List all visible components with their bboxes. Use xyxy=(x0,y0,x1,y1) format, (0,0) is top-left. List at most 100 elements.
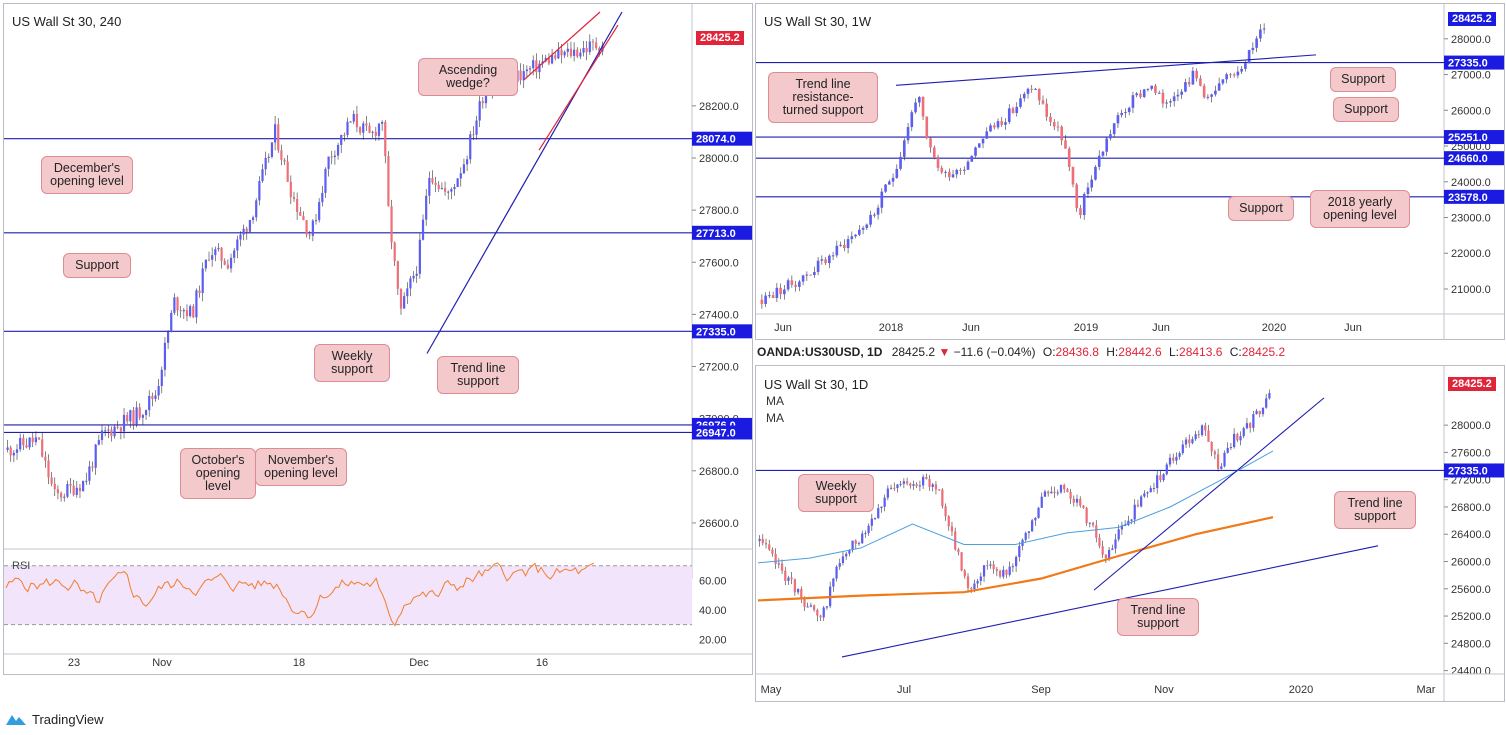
h4-candle-114 xyxy=(365,123,368,126)
d1-candle-73 xyxy=(992,564,995,570)
w1-level-label-0: 27335.0 xyxy=(1448,58,1488,70)
w1-candle-107 xyxy=(1161,92,1165,104)
d1-candle-30 xyxy=(854,540,857,544)
w1-candle-25 xyxy=(854,234,857,237)
h4-candle-4 xyxy=(19,437,22,450)
h4-candle-140 xyxy=(447,191,450,193)
d1-candle-145 xyxy=(1223,452,1226,467)
d1-candle-138 xyxy=(1200,425,1204,436)
w1-ytick-label-0: 21000.0 xyxy=(1451,284,1491,296)
w1-candle-3 xyxy=(771,295,775,299)
h4-candle-138 xyxy=(440,188,444,190)
h4-candle-178 xyxy=(566,48,569,52)
w1-candle-126 xyxy=(1232,74,1236,76)
chart-panel-h4[interactable]: 26600.026800.027000.027200.027400.027600… xyxy=(3,3,753,675)
w1-candle-133 xyxy=(1259,29,1262,39)
h4-candle-136 xyxy=(434,182,437,185)
d1-candle-59 xyxy=(947,516,950,527)
d1-candle-33 xyxy=(864,533,867,535)
h4-candle-35 xyxy=(116,426,119,428)
d1-candle-23 xyxy=(832,578,835,587)
h4-candle-40 xyxy=(132,410,135,425)
w1-candle-67 xyxy=(1011,108,1015,113)
d1-candle-126 xyxy=(1162,474,1165,481)
d1-chart-canvas[interactable]: 24400.0 24800.0 25200.0 25600.0 26000.0 26400… xyxy=(756,366,1504,701)
d1-candle-143 xyxy=(1216,454,1220,469)
d1-candle-51 xyxy=(921,476,925,486)
d1-candle-11 xyxy=(793,579,796,593)
d1-candle-158 xyxy=(1265,398,1268,408)
h4-candle-115 xyxy=(368,125,371,133)
h4-candle-31 xyxy=(104,430,107,432)
callout-october-opening: October's opening level xyxy=(180,448,256,499)
w1-candle-68 xyxy=(1015,106,1019,113)
h4-candle-144 xyxy=(459,173,462,179)
d1-candle-130 xyxy=(1175,456,1178,461)
h4-candle-134 xyxy=(428,178,431,196)
h4-candle-27 xyxy=(91,466,94,468)
d1-candle-90 xyxy=(1047,491,1050,494)
w1-candle-66 xyxy=(1007,108,1011,123)
h4-candle-145 xyxy=(462,164,466,174)
w1-candle-111 xyxy=(1176,94,1180,97)
w1-candle-45 xyxy=(929,138,932,148)
w1-candle-69 xyxy=(1019,98,1022,107)
d1-candle-56 xyxy=(938,489,941,491)
w1-chart-canvas[interactable]: 21000.022000.023000.024000.025000.026000… xyxy=(756,4,1504,339)
d1-candle-148 xyxy=(1233,433,1236,448)
w1-candle-119 xyxy=(1206,96,1210,98)
h4-candle-97 xyxy=(311,220,314,236)
d1-candle-142 xyxy=(1213,451,1217,455)
d1-candle-52 xyxy=(925,476,928,480)
h4-candle-8 xyxy=(31,437,34,443)
w1-candle-108 xyxy=(1165,102,1168,104)
w1-candle-50 xyxy=(947,171,951,178)
w1-candle-0 xyxy=(760,299,764,304)
w1-candle-94 xyxy=(1112,123,1116,135)
d1-candle-108 xyxy=(1104,554,1108,559)
d1-candle-64 xyxy=(963,570,966,577)
h4-candle-80 xyxy=(258,181,261,201)
chart-panel-w1[interactable]: 21000.0 22000.0 23000.0 24000.0 25000.0 26000… xyxy=(755,3,1505,340)
chart-panel-d1[interactable]: 24400.0 24800.0 25200.0 25600.0 26000.0 26400… xyxy=(755,365,1505,702)
h4-candle-173 xyxy=(550,55,554,64)
h4-candle-68 xyxy=(220,247,223,261)
h4-candle-121 xyxy=(387,156,390,207)
d1-candle-129 xyxy=(1172,457,1175,461)
h4-candle-72 xyxy=(233,250,236,258)
h4-candle-46 xyxy=(151,395,154,399)
w1-candle-46 xyxy=(932,147,936,158)
d1-candle-65 xyxy=(966,576,970,588)
d1-candle-37 xyxy=(877,508,880,519)
d1-candle-48 xyxy=(912,484,915,486)
callout-weekly-support-d1: Weekly support xyxy=(798,474,874,512)
h4-level-tag-2 xyxy=(692,324,752,339)
h4-chart-canvas[interactable]: 26600.026800.027000.027200.027400.027600… xyxy=(4,4,752,674)
h4-candle-125 xyxy=(399,288,403,309)
w1-candle-58 xyxy=(977,143,981,148)
w1-xtick-3: 2019 xyxy=(1074,322,1098,334)
d1-ytick-label-7: 27200.0 xyxy=(1451,475,1491,487)
h4-xtick-4: 16 xyxy=(536,657,548,669)
h4-candle-186 xyxy=(591,41,595,43)
d1-candle-0 xyxy=(758,538,761,542)
h4-candle-132 xyxy=(421,219,425,240)
h4-ytick-label-4: 27400.0 xyxy=(699,309,739,321)
d1-candle-43 xyxy=(896,484,899,489)
w1-candle-99 xyxy=(1131,95,1135,108)
w1-candle-17 xyxy=(824,259,827,264)
w1-last-price-tag: 28425.2 xyxy=(1448,12,1496,26)
h4-candle-148 xyxy=(472,134,475,136)
rsi-band xyxy=(4,565,692,625)
h4-candle-25 xyxy=(85,480,88,482)
ohlc-low-label: L: xyxy=(1169,345,1180,359)
w1-candle-28 xyxy=(865,224,869,228)
h4-candle-48 xyxy=(157,385,160,396)
h4-candle-130 xyxy=(415,273,418,276)
w1-candle-93 xyxy=(1109,134,1112,139)
w1-candle-61 xyxy=(989,125,992,132)
w1-candle-100 xyxy=(1135,93,1139,96)
d1-candle-81 xyxy=(1018,545,1021,558)
w1-candle-115 xyxy=(1191,70,1195,85)
h4-candle-58 xyxy=(189,306,192,317)
